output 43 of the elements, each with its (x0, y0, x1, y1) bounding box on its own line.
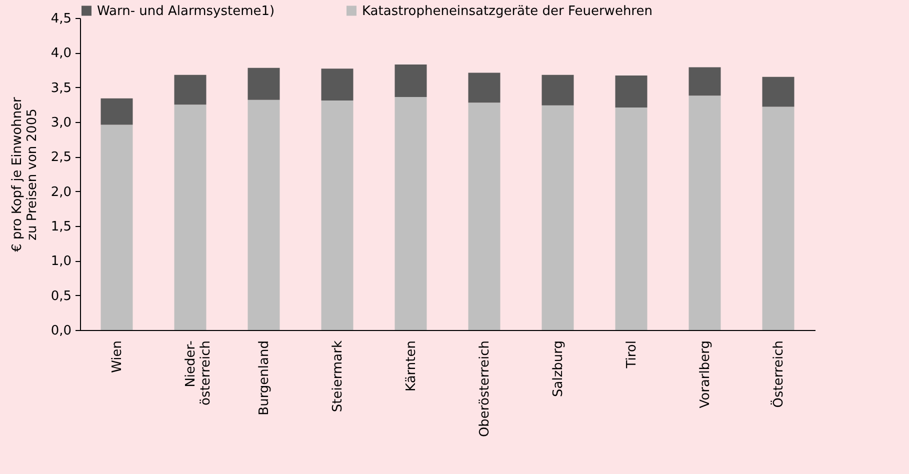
y-tick-label: 0,5 (50, 288, 72, 304)
bar (100, 124, 133, 330)
bar (248, 68, 280, 100)
y-tick-label: 4,5 (50, 12, 72, 26)
bar (174, 104, 206, 330)
x-tick-label: Österreich (770, 340, 786, 408)
y-tick-label: 1,0 (50, 254, 72, 270)
y-axis-title: € pro Kopf je Einwohner zu Preisen von 2005 (10, 96, 40, 252)
bar (762, 106, 794, 330)
x-tick-label: Burgenland (256, 340, 272, 416)
x-tick-label: Steiermark (330, 340, 346, 412)
bar (688, 96, 721, 330)
bar (468, 102, 500, 330)
x-tick-label: Vorarlberg (698, 340, 713, 408)
legend-label: Katastropheneinsatzgeräte der Feuerwehren (362, 4, 652, 19)
y-tick-label: 4,0 (50, 46, 72, 62)
y-tick-label: 2,0 (50, 184, 72, 200)
x-tick-label: Nieder-österreich (183, 340, 214, 406)
bar (615, 107, 648, 330)
bar (688, 67, 721, 96)
bar (468, 72, 500, 103)
bar (321, 68, 354, 101)
bar (321, 100, 354, 330)
bar (542, 105, 574, 330)
y-tick-label: 0,0 (50, 324, 72, 338)
bar (615, 76, 648, 108)
y-tick-label: 3,5 (50, 80, 72, 96)
y-tick-label: 1,5 (50, 220, 72, 234)
x-tick-label: Tirol (624, 340, 640, 370)
x-tick-label: Kärnten (404, 340, 419, 392)
y-tick-label: 2,5 (50, 150, 72, 166)
bar (762, 76, 794, 107)
x-tick-label: Wien (110, 340, 125, 373)
x-tick-label: Salzburg (550, 340, 566, 398)
bar (394, 64, 427, 98)
bar (174, 74, 206, 105)
bar (248, 100, 280, 330)
bar (394, 97, 427, 330)
y-tick-label: 3,0 (50, 116, 72, 130)
x-tick-label: Oberösterreich (477, 340, 492, 438)
legend-label: Warn- und Alarmsysteme1) (97, 4, 275, 19)
bar (100, 98, 133, 125)
bar (542, 74, 574, 106)
